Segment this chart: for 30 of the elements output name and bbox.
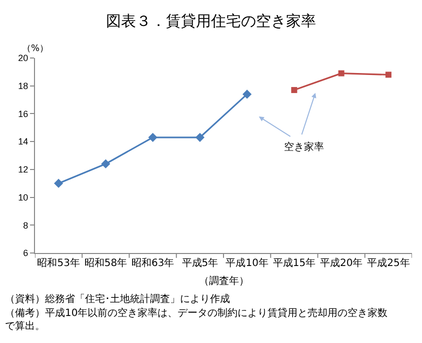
x-axis-title: （調査年）	[199, 275, 249, 287]
point	[54, 178, 64, 188]
y-axis-title: （%）	[22, 44, 49, 54]
y-tick-label: 20	[18, 53, 28, 64]
point	[291, 87, 298, 94]
y-tick-label: 6	[23, 248, 28, 258]
point	[338, 70, 344, 76]
point	[385, 72, 392, 78]
point	[195, 132, 204, 142]
text: （資料）総務省「住宅･土地統計調査」により作成	[5, 293, 230, 305]
x-tick-label: 平成5年	[182, 257, 218, 269]
point	[101, 159, 110, 168]
x-tick-label: 平成20年	[320, 257, 363, 269]
y-tick-label: 8	[23, 220, 28, 230]
annotation: 空き家率	[284, 141, 324, 153]
text: （備考）平成10年以前の空き家率は、データの制約により賃貸用と売却用の空き家数で算出。	[5, 307, 388, 332]
x-tick-label: 昭和58年	[84, 257, 128, 269]
x-tick-label: 平成10年	[226, 257, 268, 269]
x-tick-label: 平成15年	[272, 257, 316, 269]
x-tick-label: 平成25年	[367, 257, 410, 269]
y-tick-label: 14	[18, 136, 28, 147]
point	[242, 90, 252, 99]
y-tick-label: 16	[18, 108, 28, 119]
y-tick-label: 10	[18, 192, 28, 202]
y-tick-label: 12	[18, 164, 28, 175]
chart-title: 図表３．賃貸用住宅の空き家率	[106, 12, 316, 30]
y-tick-label: 18	[18, 81, 28, 92]
x-tick-label: 昭和63年	[131, 257, 174, 269]
point	[148, 132, 158, 142]
x-tick-label: 昭和53年	[37, 257, 80, 269]
